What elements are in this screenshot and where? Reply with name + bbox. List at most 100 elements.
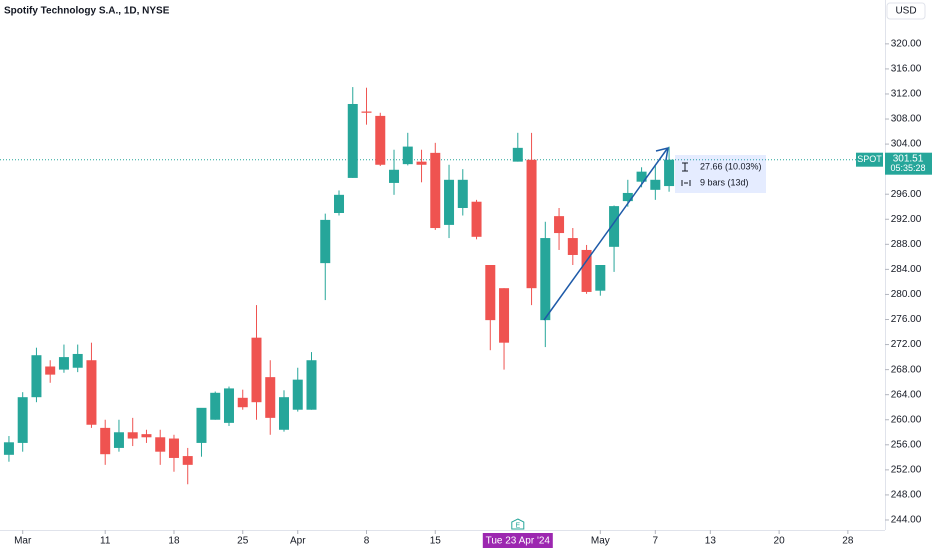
x-tick-label: Apr bbox=[290, 536, 306, 547]
candle-body bbox=[609, 206, 620, 247]
earnings-marker: E bbox=[515, 522, 520, 529]
candle-body bbox=[168, 438, 179, 458]
candle-body bbox=[17, 397, 28, 443]
candle-body bbox=[100, 427, 111, 455]
crosshair-date: Tue 23 Apr '24 bbox=[486, 536, 551, 547]
x-tick-label: 25 bbox=[237, 536, 249, 547]
y-tick-label: 292.00 bbox=[891, 214, 922, 225]
y-tick-label: 288.00 bbox=[891, 239, 922, 250]
y-tick-label: 304.00 bbox=[891, 139, 922, 150]
candle-body bbox=[540, 238, 551, 321]
candle-body bbox=[210, 392, 221, 420]
y-tick-label: 272.00 bbox=[891, 339, 922, 350]
x-tick-label: 20 bbox=[774, 536, 786, 547]
candle-body bbox=[375, 115, 386, 165]
candle-body bbox=[457, 179, 468, 208]
candle-body bbox=[334, 194, 345, 214]
candle-body bbox=[430, 152, 441, 229]
candle-body bbox=[113, 432, 124, 448]
candle-body bbox=[58, 357, 69, 370]
y-tick-label: 248.00 bbox=[891, 490, 922, 501]
candle-body bbox=[499, 288, 510, 343]
candle-body bbox=[361, 111, 372, 113]
x-tick-label: 18 bbox=[168, 536, 180, 547]
earnings-marker-shape bbox=[511, 518, 525, 530]
y-tick-label: 320.00 bbox=[891, 38, 922, 49]
candle-body bbox=[306, 360, 317, 410]
y-tick-label: 260.00 bbox=[891, 414, 922, 425]
measure-arrow-head bbox=[655, 146, 669, 161]
candle-body bbox=[664, 159, 675, 187]
x-tick-label: 28 bbox=[842, 536, 854, 547]
candle-body bbox=[444, 179, 455, 225]
candle-body bbox=[581, 249, 592, 292]
candle-body bbox=[595, 265, 606, 291]
candle-body bbox=[622, 192, 633, 202]
plot bbox=[0, 0, 885, 530]
candle-body bbox=[3, 442, 14, 455]
currency[interactable]: USD bbox=[895, 6, 916, 17]
candle-body bbox=[650, 179, 661, 190]
x-tick-label: 11 bbox=[100, 536, 111, 547]
candle-body bbox=[485, 265, 496, 321]
y-tick-label: 264.00 bbox=[891, 389, 922, 400]
candle-body bbox=[512, 147, 523, 162]
y-tick-label: 296.00 bbox=[891, 189, 922, 200]
candle-body bbox=[636, 171, 647, 182]
bars-icon bbox=[681, 180, 691, 186]
crosshair-date-box bbox=[482, 533, 553, 548]
countdown-label: 05:35:28 bbox=[890, 163, 925, 173]
y-tick-label: 280.00 bbox=[891, 289, 922, 300]
measure-range: 9 bars (13d) bbox=[700, 177, 749, 187]
y-tick-label: 276.00 bbox=[891, 314, 922, 325]
x-tick-label: 7 bbox=[653, 536, 659, 547]
candle-body bbox=[223, 388, 234, 423]
currency-box[interactable] bbox=[886, 2, 926, 20]
candle-body bbox=[31, 355, 42, 398]
measure-box bbox=[675, 155, 766, 193]
candle-body bbox=[251, 337, 262, 403]
candle-body bbox=[141, 434, 152, 438]
x-tick-label: May bbox=[591, 536, 610, 547]
price-label: 301.51 bbox=[893, 153, 924, 164]
symbol-label: SPOT bbox=[857, 154, 882, 164]
candle-body bbox=[86, 360, 97, 425]
candle-body bbox=[45, 366, 56, 375]
candle-body bbox=[72, 353, 83, 368]
y-tick-label: 244.00 bbox=[891, 515, 922, 526]
y-tick-label: 308.00 bbox=[891, 114, 922, 125]
candle-body bbox=[237, 397, 248, 408]
candle-body bbox=[196, 407, 207, 443]
candle-body bbox=[320, 219, 331, 264]
candle-body bbox=[182, 456, 193, 465]
y-tick-label: 252.00 bbox=[891, 464, 922, 475]
candle-body bbox=[155, 437, 166, 452]
x-tick-label: 13 bbox=[705, 536, 717, 547]
x-tick-label: Mar bbox=[14, 536, 32, 547]
candle-body bbox=[402, 146, 413, 165]
y-tick-label: 268.00 bbox=[891, 364, 922, 375]
candle-body bbox=[471, 201, 482, 237]
candle-body bbox=[389, 169, 400, 183]
y-tick-label: 312.00 bbox=[891, 89, 922, 100]
chart-title: Spotify Technology S.A., 1D, NYSE bbox=[4, 6, 170, 17]
x-tick-label: 8 bbox=[364, 536, 370, 547]
candle-body bbox=[526, 159, 537, 289]
candle-body bbox=[265, 377, 276, 418]
candle-body bbox=[416, 161, 427, 165]
price-tag bbox=[885, 152, 932, 175]
x-tick-label: 15 bbox=[430, 536, 442, 547]
y-tick-label: 284.00 bbox=[891, 264, 922, 275]
y-tick-label: 316.00 bbox=[891, 64, 922, 75]
measure-change: 27.66 (10.03%) bbox=[700, 161, 762, 171]
candle-body bbox=[567, 238, 578, 255]
measure-arrow bbox=[543, 148, 668, 321]
y-tick-label: 256.00 bbox=[891, 439, 922, 450]
candle-body bbox=[278, 397, 289, 430]
candle-body bbox=[292, 379, 303, 410]
candle-body bbox=[127, 432, 138, 439]
candle-body bbox=[554, 216, 565, 234]
symbol-tag bbox=[856, 152, 883, 167]
